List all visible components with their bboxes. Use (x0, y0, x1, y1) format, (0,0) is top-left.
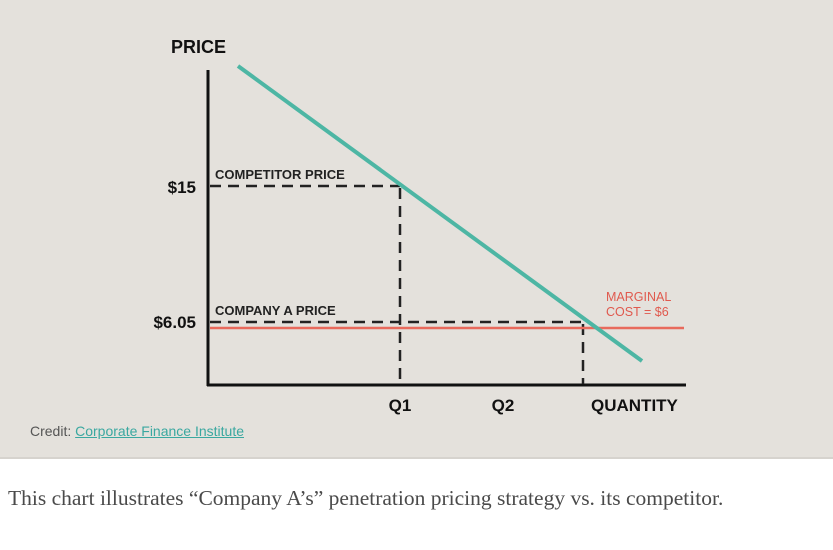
company-a-price-label: COMPANY A PRICE (215, 303, 336, 318)
chart-figure (0, 0, 833, 457)
credit-link[interactable]: Corporate Finance Institute (75, 423, 244, 439)
y-axis-title: PRICE (171, 37, 226, 57)
x-axis-title: QUANTITY (591, 396, 679, 415)
marginal-cost-label-2: COST = $6 (606, 305, 669, 319)
caption: This chart illustrates “Company A’s” pen… (8, 486, 724, 510)
divider (0, 457, 833, 459)
competitor-price-label: COMPETITOR PRICE (215, 167, 345, 182)
x-tick-q1: Q1 (389, 396, 412, 415)
credit-prefix: Credit: (30, 423, 76, 439)
credit-line: Credit: Corporate Finance Institute (30, 423, 244, 439)
y-tick-605: $6.05 (153, 313, 196, 332)
y-tick-15: $15 (168, 178, 196, 197)
demand-line (236, 64, 644, 363)
marginal-cost-label-1: MARGINAL (606, 290, 671, 304)
pricing-chart: PRICE $15 $6.05 Q1 Q2 QUANTITY COMPETITO… (153, 37, 686, 415)
x-tick-q2: Q2 (492, 396, 515, 415)
